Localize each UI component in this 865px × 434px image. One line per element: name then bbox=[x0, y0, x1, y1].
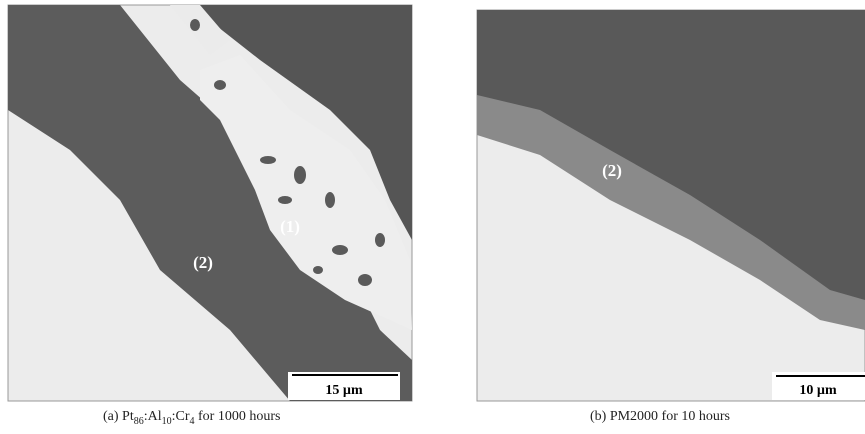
region-label: (2) bbox=[193, 253, 213, 272]
micrograph-b: 10 µm (2) bbox=[477, 10, 865, 401]
caption-subscript: 86 bbox=[134, 416, 144, 427]
caption-text: :Cr bbox=[172, 409, 190, 424]
scale-bar-label: 10 µm bbox=[799, 383, 837, 398]
scale-bar-label: 15 µm bbox=[325, 383, 363, 398]
caption-text: for 1000 hours bbox=[195, 409, 281, 424]
figure: 15 µm (1) (2) 10 µm (2) (a) Pt86:Al10:Cr… bbox=[0, 0, 865, 434]
caption-text: :Al bbox=[144, 409, 162, 424]
caption-b: (b) PM2000 for 10 hours bbox=[590, 409, 730, 425]
caption-a: (a) Pt86:Al10:Cr4 for 1000 hours bbox=[103, 409, 280, 427]
micrographs: 15 µm (1) (2) 10 µm (2) bbox=[0, 0, 865, 405]
region-label: (1) bbox=[280, 217, 300, 236]
caption-text: (a) Pt bbox=[103, 409, 134, 424]
caption-subscript: 10 bbox=[162, 416, 172, 427]
micrograph-a: 15 µm (1) (2) bbox=[8, 5, 412, 401]
caption-text: (b) PM2000 for 10 hours bbox=[590, 409, 730, 424]
region-label: (2) bbox=[602, 161, 622, 180]
